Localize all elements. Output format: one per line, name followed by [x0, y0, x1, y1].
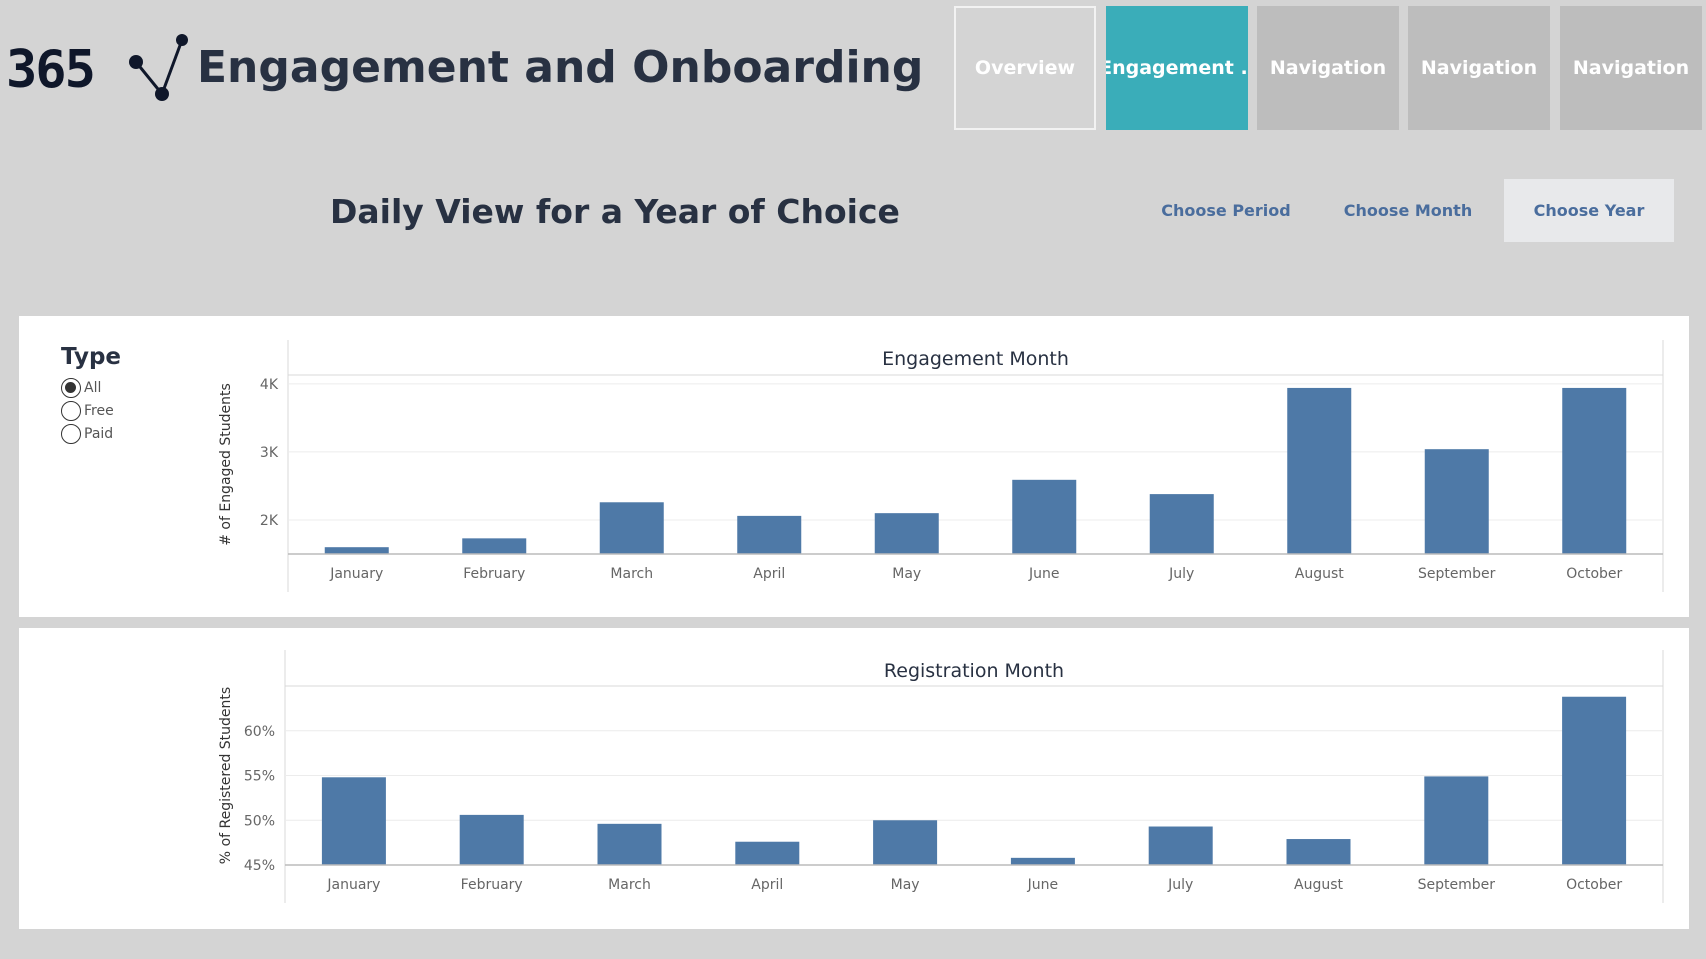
- registration-x-tick-label: October: [1566, 877, 1622, 893]
- type-option-free[interactable]: Free: [61, 400, 114, 422]
- type-filter-title: Type: [61, 344, 122, 370]
- engagement-panel: Engagement Month # of Engaged Students 2K 3…: [19, 316, 1689, 617]
- registration-month-chart: Registration Month % of Registered Studen…: [218, 650, 1664, 903]
- engagement-month-chart: Engagement Month # of Engaged Students 2K 3…: [218, 340, 1664, 592]
- engagement-bar[interactable]: [1424, 449, 1489, 554]
- nav-navigation-button-2[interactable]: Navigation: [1408, 6, 1550, 130]
- registration-bar[interactable]: [1286, 839, 1351, 865]
- nav-overview-button[interactable]: Overview: [954, 6, 1096, 130]
- engagement-bar[interactable]: [1562, 387, 1627, 554]
- engagement-bar[interactable]: [874, 513, 939, 554]
- type-option-all-label: All: [84, 380, 102, 396]
- radio-paid[interactable]: [61, 424, 81, 444]
- registration-bar[interactable]: [735, 841, 800, 865]
- engagement-bar[interactable]: [1287, 387, 1352, 554]
- registration-chart-title: Registration Month: [884, 660, 1064, 682]
- registration-y-tick-label: 55%: [244, 769, 275, 785]
- logo-checkmark-icon: [129, 34, 188, 101]
- registration-y-tick-label: 60%: [244, 724, 275, 740]
- nav-engagement-button[interactable]: Engagement ..: [1106, 6, 1248, 130]
- engagement-y-tick-label: 2K: [260, 513, 279, 529]
- registration-y-axis-label: % of Registered Students: [218, 687, 234, 864]
- engagement-bar[interactable]: [737, 515, 802, 554]
- radio-all[interactable]: [61, 378, 81, 398]
- registration-x-tick-label: February: [461, 877, 523, 893]
- type-option-all[interactable]: All: [61, 377, 101, 399]
- choose-period-button[interactable]: Choose Period: [1161, 201, 1291, 220]
- engagement-bar[interactable]: [324, 547, 389, 554]
- app-title: Engagement and Onboarding: [197, 42, 924, 93]
- engagement-x-tick-label: February: [463, 566, 525, 582]
- registration-x-tick-label: September: [1418, 877, 1496, 893]
- registration-x-tick-label: March: [608, 877, 651, 893]
- engagement-x-tick-label: October: [1566, 566, 1622, 582]
- registration-x-tick-label: August: [1294, 877, 1344, 893]
- registration-bar[interactable]: [321, 777, 386, 865]
- nav-navigation-button-1[interactable]: Navigation: [1257, 6, 1399, 130]
- registration-y-tick-label: 45%: [244, 858, 275, 874]
- registration-x-tick-label: April: [751, 877, 783, 893]
- engagement-x-tick-label: May: [892, 566, 921, 582]
- logo-text: 365: [6, 40, 96, 100]
- section-title: Daily View for a Year of Choice: [330, 192, 900, 231]
- engagement-x-tick-label: July: [1168, 566, 1194, 582]
- engagement-y-tick-label: 4K: [260, 377, 279, 393]
- engagement-bar[interactable]: [1012, 479, 1077, 554]
- radio-free[interactable]: [61, 401, 81, 421]
- engagement-chart-title: Engagement Month: [882, 348, 1069, 370]
- registration-x-tick-label: January: [326, 877, 380, 893]
- engagement-x-tick-label: March: [610, 566, 653, 582]
- engagement-bar[interactable]: [599, 502, 664, 554]
- registration-bar[interactable]: [597, 823, 662, 865]
- engagement-x-tick-label: January: [329, 566, 383, 582]
- registration-bar[interactable]: [1424, 776, 1489, 865]
- engagement-x-tick-label: August: [1295, 566, 1345, 582]
- registration-panel: Registration Month % of Registered Studen…: [19, 628, 1689, 929]
- registration-bar[interactable]: [873, 820, 938, 865]
- logo: 365: [6, 32, 188, 102]
- registration-x-tick-label: July: [1167, 877, 1193, 893]
- registration-bar[interactable]: [459, 814, 524, 865]
- registration-bar[interactable]: [1010, 857, 1075, 865]
- registration-x-tick-label: June: [1027, 877, 1059, 893]
- registration-bar[interactable]: [1562, 696, 1627, 865]
- type-option-free-label: Free: [84, 403, 114, 419]
- engagement-x-tick-label: September: [1418, 566, 1496, 582]
- registration-bar[interactable]: [1148, 826, 1213, 865]
- nav-navigation-button-3[interactable]: Navigation: [1560, 6, 1702, 130]
- choose-month-button[interactable]: Choose Month: [1343, 201, 1473, 220]
- engagement-x-tick-label: April: [753, 566, 785, 582]
- choose-year-button[interactable]: Choose Year: [1504, 179, 1674, 242]
- engagement-bar[interactable]: [1149, 494, 1214, 554]
- registration-x-tick-label: May: [891, 877, 920, 893]
- engagement-y-axis-label: # of Engaged Students: [218, 383, 234, 546]
- type-option-paid-label: Paid: [84, 426, 114, 442]
- engagement-x-tick-label: June: [1028, 566, 1060, 582]
- engagement-y-tick-label: 3K: [260, 445, 279, 461]
- registration-y-tick-label: 50%: [244, 813, 275, 829]
- engagement-bar[interactable]: [462, 538, 527, 554]
- type-option-paid[interactable]: Paid: [61, 423, 113, 445]
